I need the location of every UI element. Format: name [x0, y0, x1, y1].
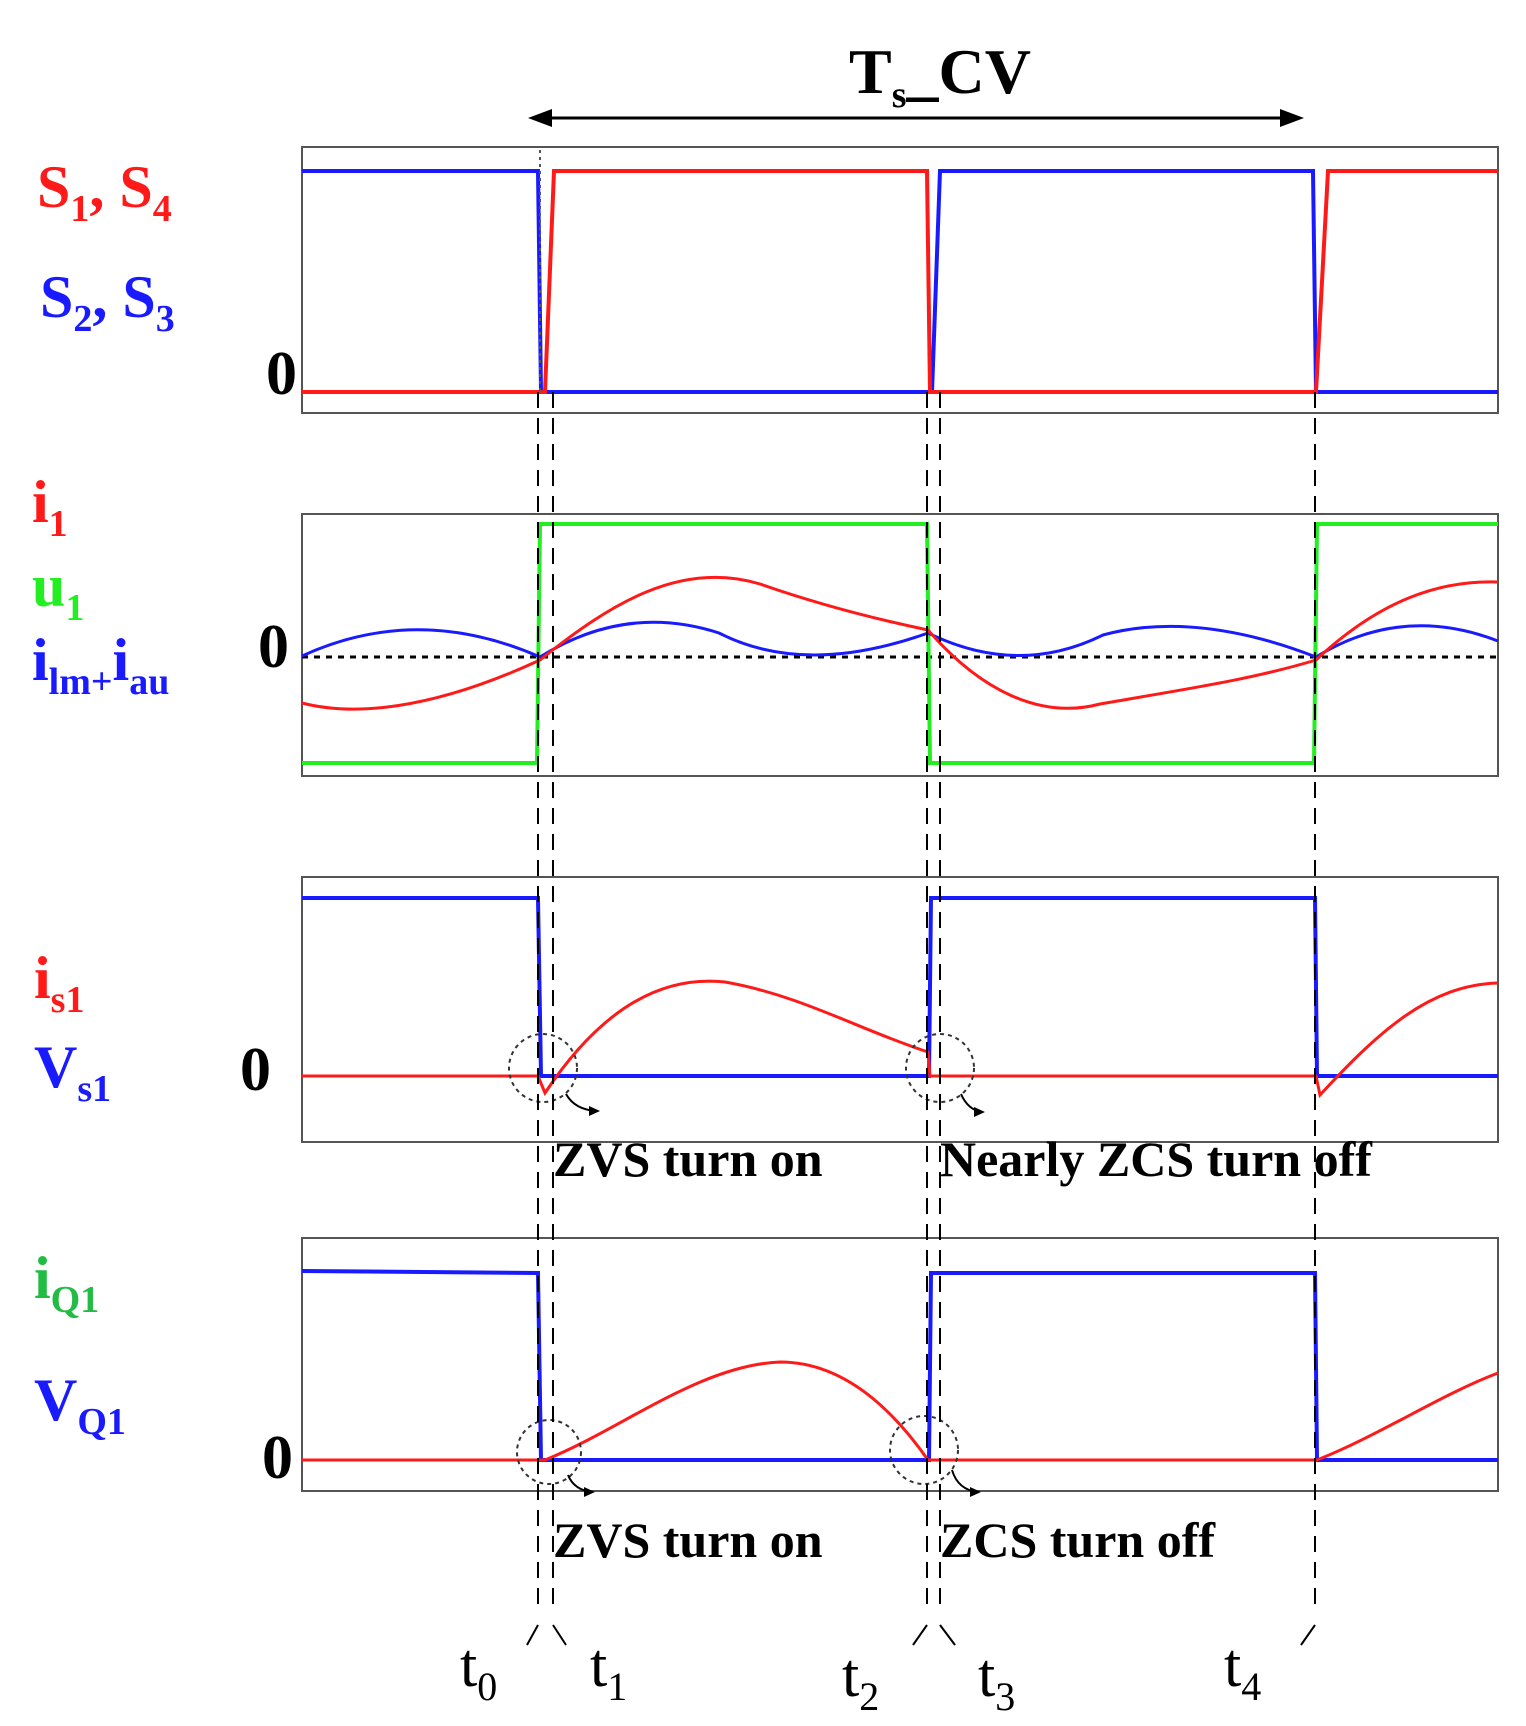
annotation-zvs-on-s1: ZVS turn on: [553, 1131, 823, 1187]
time-label-t2: t2: [842, 1642, 879, 1719]
label-part: u: [32, 553, 65, 619]
t4-main: t: [1224, 1632, 1241, 1700]
panel-switch-q1: [301, 1237, 1499, 1497]
t4-sub: 4: [1241, 1664, 1261, 1709]
s2-s3-gate-trace: [302, 169, 1498, 394]
period-title-rest: _CV: [906, 36, 1031, 107]
zero-label-panel-2: 0: [258, 613, 289, 681]
period-title: Ts_CV: [849, 36, 1031, 116]
label-part: , S: [89, 154, 152, 220]
label-iq1: iQ1: [34, 1245, 99, 1321]
label-vs1: Vs1: [34, 1034, 111, 1110]
time-marker-lines: [537, 392, 1316, 1612]
label-part: S: [37, 154, 70, 220]
zero-label-panel-1: 0: [266, 340, 297, 408]
zcs-off-circle-s1: [905, 1033, 975, 1103]
period-arrow: [528, 109, 1304, 127]
zcs-off-circle-q1: [889, 1415, 959, 1485]
label-part: i: [113, 627, 130, 693]
is1-current-trace: [302, 979, 1499, 1099]
label-part: i: [32, 469, 49, 535]
label-part: s1: [77, 1068, 111, 1110]
period-title-sub: s: [892, 74, 907, 116]
t1-main: t: [590, 1632, 607, 1700]
label-part: 1: [65, 587, 84, 629]
time-label-connectors: [526, 1624, 1316, 1646]
label-part: 1: [49, 503, 68, 545]
label-part: 4: [153, 188, 172, 230]
label-part: V: [34, 1034, 77, 1100]
label-part: au: [129, 661, 169, 703]
time-label-t3: t3: [978, 1642, 1015, 1719]
zero-label-panel-4: 0: [262, 1424, 293, 1492]
t0-sub: 0: [477, 1664, 497, 1709]
panel-switch-s1: [301, 876, 1499, 1143]
t3-main: t: [978, 1642, 995, 1710]
label-part: i: [34, 1245, 51, 1311]
label-part: , S: [92, 264, 155, 330]
zero-label-panel-3: 0: [240, 1036, 271, 1104]
label-is1: is1: [34, 945, 84, 1021]
u1-voltage-trace: [302, 522, 1498, 765]
panel-tank-current: [301, 513, 1499, 777]
zvs-on-circle-s1: [508, 1033, 578, 1103]
t2-main: t: [842, 1642, 859, 1710]
label-part: 3: [156, 298, 175, 340]
s1-s4-gate-trace: [302, 169, 1498, 394]
label-part: S: [40, 264, 73, 330]
annotation-nearly-zcs-off-s1: Nearly ZCS turn off: [940, 1131, 1373, 1187]
label-part: 2: [73, 298, 92, 340]
label-part: i: [32, 627, 49, 693]
time-label-t0: t0: [460, 1632, 497, 1709]
annotation-zvs-on-q1: ZVS turn on: [553, 1512, 823, 1568]
label-part: lm+: [49, 661, 113, 703]
label-vq1: VQ1: [34, 1367, 126, 1443]
label-part: 1: [70, 188, 89, 230]
t0-main: t: [460, 1632, 477, 1700]
t1-sub: 1: [607, 1664, 627, 1709]
t3-sub: 3: [995, 1674, 1015, 1719]
t2-sub: 2: [859, 1674, 879, 1719]
time-label-t4: t4: [1224, 1632, 1261, 1709]
label-part: i: [34, 945, 51, 1011]
annotation-zcs-off-q1: ZCS turn off: [940, 1512, 1216, 1568]
label-part: s1: [51, 979, 85, 1021]
label-u1: u1: [32, 553, 84, 629]
label-part: V: [34, 1367, 77, 1433]
time-label-t1: t1: [590, 1632, 627, 1709]
label-ilm-iau: ilm+iau: [32, 627, 169, 703]
label-part: Q1: [77, 1401, 126, 1443]
label-part: Q1: [51, 1279, 100, 1321]
period-title-main: T: [849, 36, 892, 107]
panel-gate-signals: [301, 146, 1499, 414]
label-s1-s4: S1, S4: [37, 154, 172, 230]
zvs-on-circle-q1: [516, 1419, 582, 1485]
iq1-current-trace: [302, 1360, 1499, 1462]
label-i1: i1: [32, 469, 68, 545]
label-s2-s3: S2, S3: [40, 264, 175, 340]
